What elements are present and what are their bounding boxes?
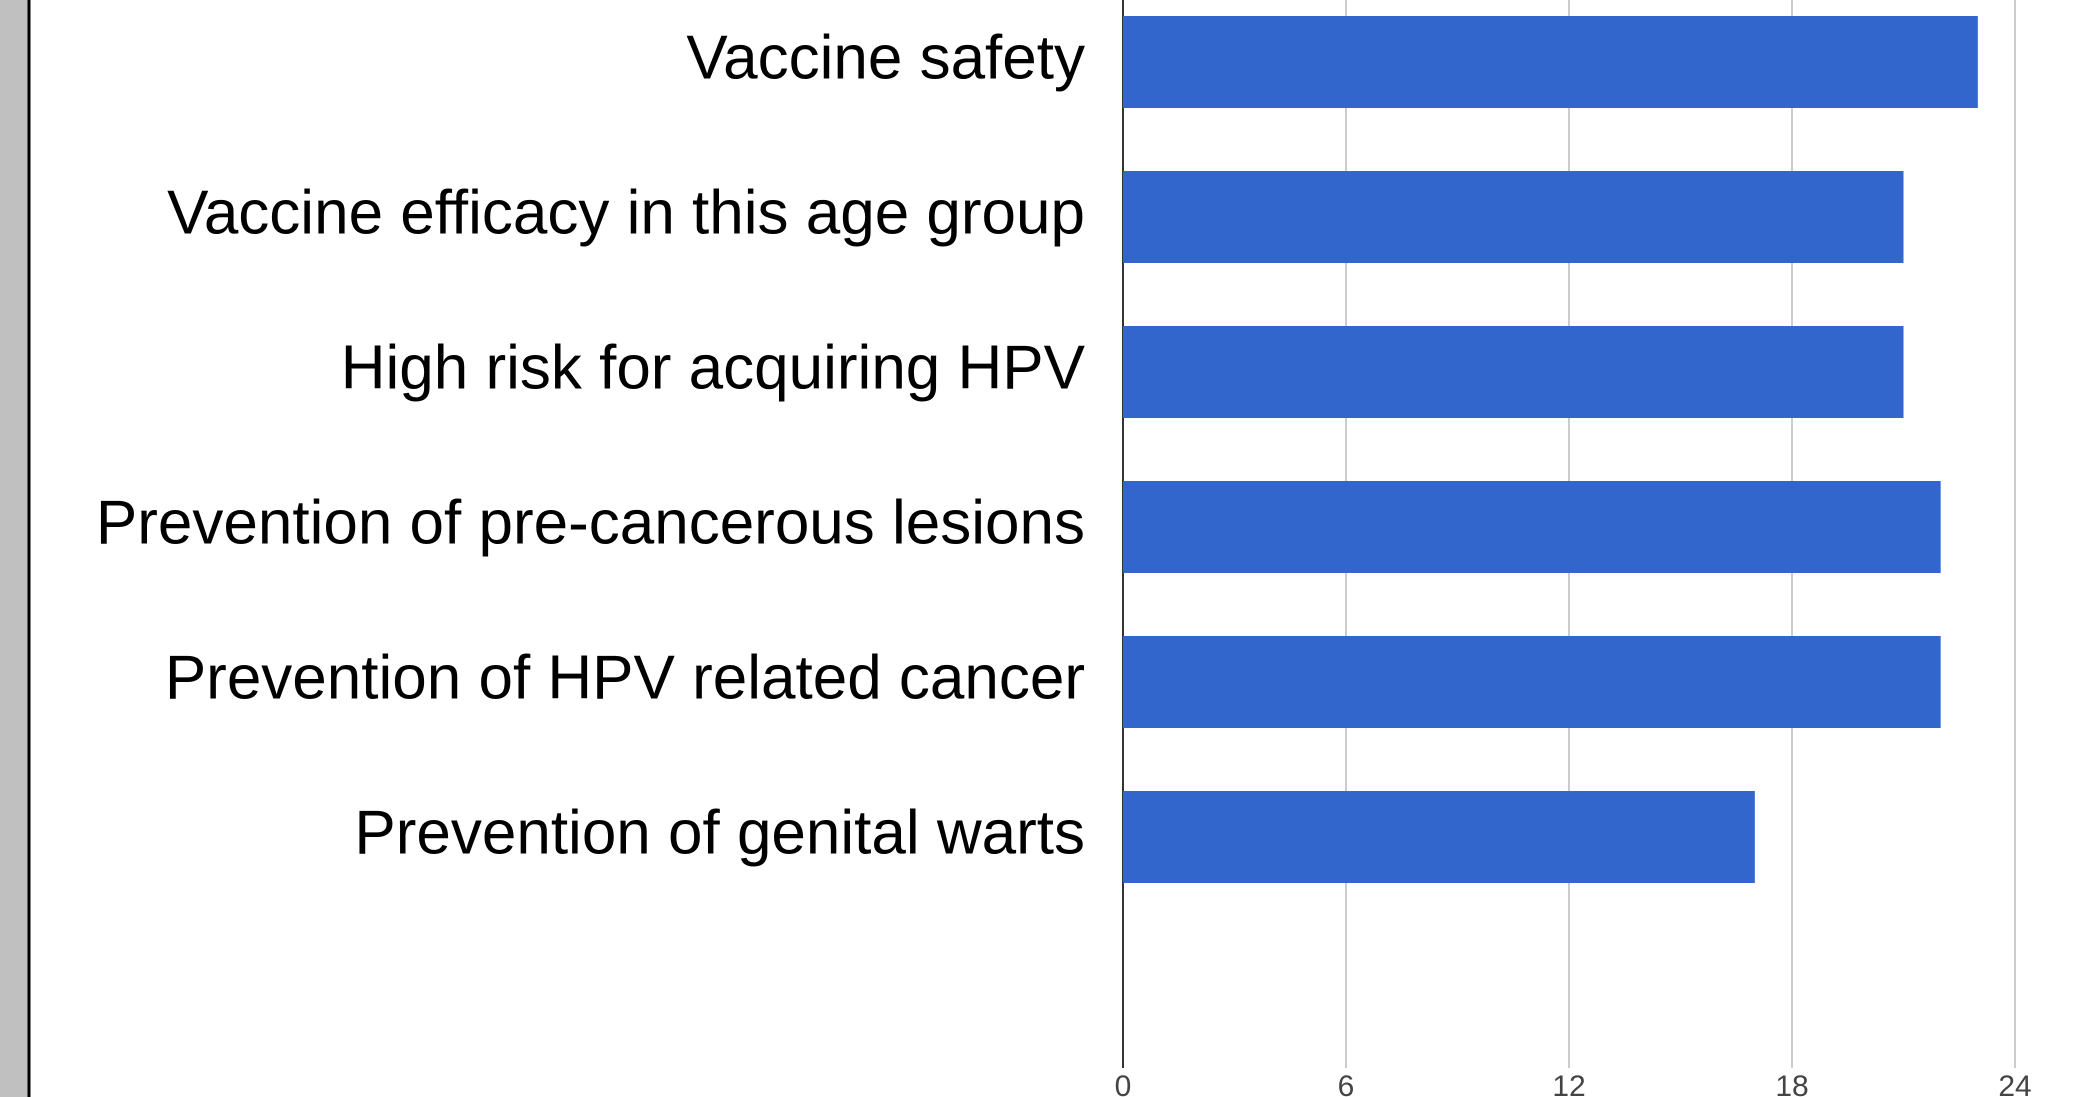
category-label: Prevention of pre-cancerous lesions	[96, 488, 1085, 557]
x-tick-label: 24	[1998, 1070, 2031, 1097]
category-label: Prevention of genital warts	[354, 798, 1085, 867]
category-label: Prevention of HPV related cancer	[165, 643, 1085, 712]
category-label: High risk for acquiring HPV	[341, 333, 1086, 402]
x-tick-label: 12	[1552, 1070, 1585, 1097]
bar	[1123, 636, 1941, 728]
bar	[1123, 481, 1941, 573]
bar	[1123, 171, 1904, 263]
category-label: Vaccine safety	[686, 23, 1085, 92]
bar	[1123, 326, 1904, 418]
bar	[1123, 16, 1978, 108]
side-strip	[0, 0, 28, 1097]
category-label: Vaccine efficacy in this age group	[167, 178, 1085, 247]
bar	[1123, 791, 1755, 883]
x-tick-label: 18	[1775, 1070, 1808, 1097]
x-tick-label: 0	[1115, 1070, 1132, 1097]
x-tick-label: 6	[1338, 1070, 1355, 1097]
